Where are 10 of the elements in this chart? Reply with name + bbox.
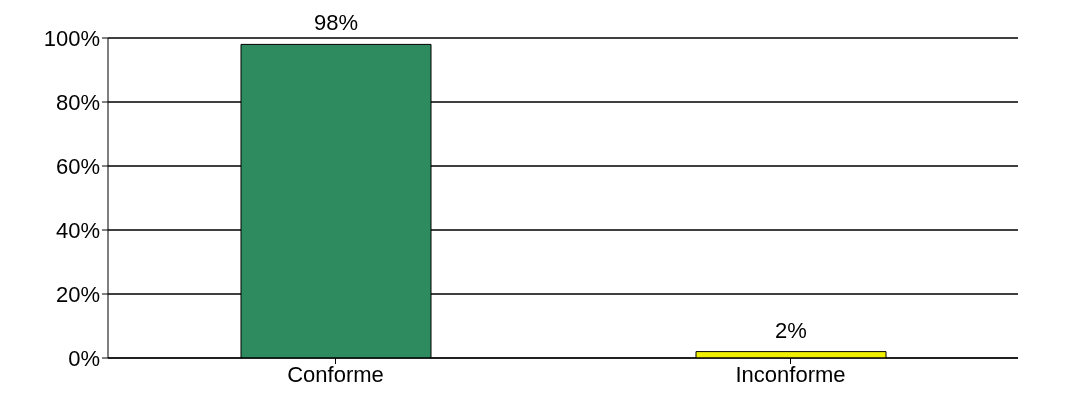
data-label: 2% <box>775 317 807 343</box>
y-tick-label: 20% <box>55 281 100 307</box>
data-label: 98% <box>313 10 359 36</box>
y-tick-label: 100% <box>43 25 100 51</box>
x-tick-label: Conforme <box>287 361 384 387</box>
x-tick-label: Inconforme <box>735 361 846 387</box>
y-tick-label: 40% <box>55 217 100 243</box>
y-tick-label: 80% <box>55 89 100 115</box>
y-tick-label: 60% <box>55 153 100 179</box>
y-tick-label: 0% <box>68 345 100 371</box>
